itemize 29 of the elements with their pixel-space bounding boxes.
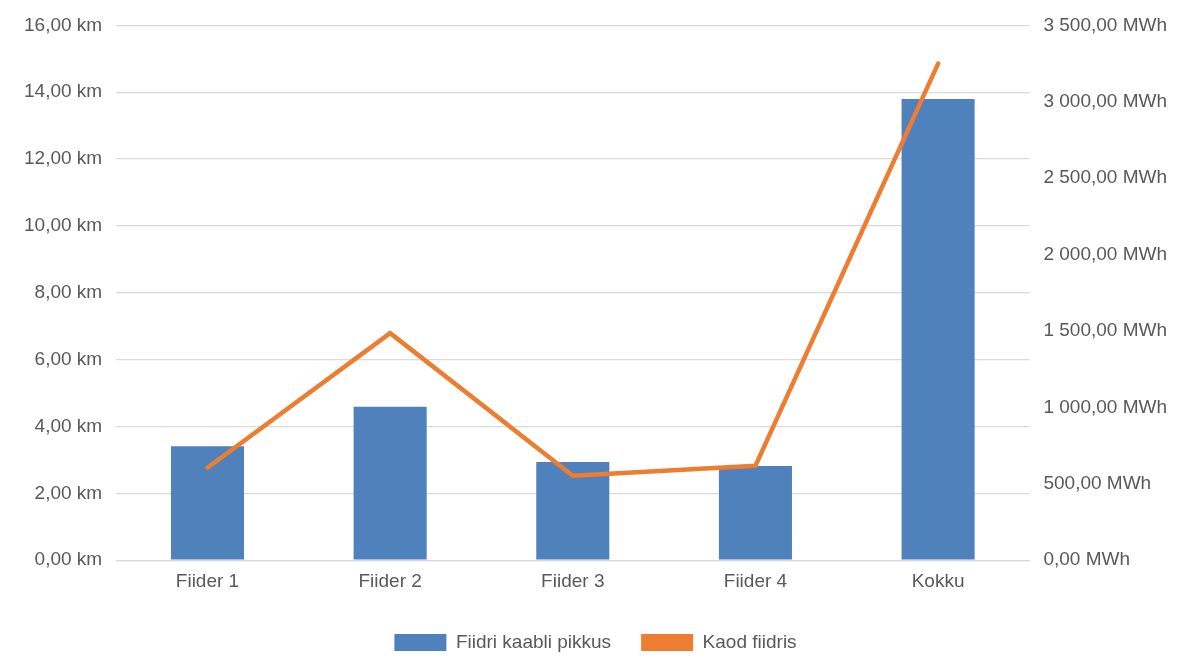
y-tick-label: 2,00 km (34, 481, 103, 503)
y-tick-label: 12,00 km (24, 147, 103, 169)
y2-tick-label: 0,00 MWh (1043, 548, 1131, 570)
bar (353, 406, 427, 560)
y-tick-label: 0,00 km (34, 548, 103, 570)
y2-tick-label: 2 500,00 MWh (1043, 166, 1168, 188)
y-tick-label: 6,00 km (34, 347, 103, 369)
y2-tick-label: 500,00 MWh (1043, 472, 1152, 494)
y-tick-label: 14,00 km (24, 80, 103, 102)
legend-label: Fiidri kaabli pikkus (455, 630, 612, 652)
x-tick-label: Fiider 4 (723, 569, 788, 591)
y-tick-label: 10,00 km (24, 214, 103, 236)
y2-tick-label: 1 500,00 MWh (1043, 319, 1168, 341)
x-tick-label: Fiider 3 (541, 569, 605, 591)
x-tick-label: Kokku (911, 569, 965, 591)
y-tick-label: 8,00 km (34, 281, 103, 303)
legend-label: Kaod fiidris (702, 630, 797, 652)
y2-tick-label: 1 000,00 MWh (1043, 395, 1168, 417)
x-tick-label: Fiider 2 (358, 569, 422, 591)
bar (718, 465, 792, 560)
y2-tick-label: 3 000,00 MWh (1043, 90, 1168, 112)
bar (170, 446, 245, 560)
y-tick-label: 4,00 km (34, 414, 103, 436)
y2-tick-label: 2 000,00 MWh (1043, 242, 1168, 264)
bar (901, 98, 975, 560)
bar (536, 461, 610, 560)
y2-tick-label: 3 500,00 MWh (1043, 13, 1168, 35)
y-tick-label: 16,00 km (24, 13, 103, 35)
x-tick-label: Fiider 1 (175, 569, 240, 591)
